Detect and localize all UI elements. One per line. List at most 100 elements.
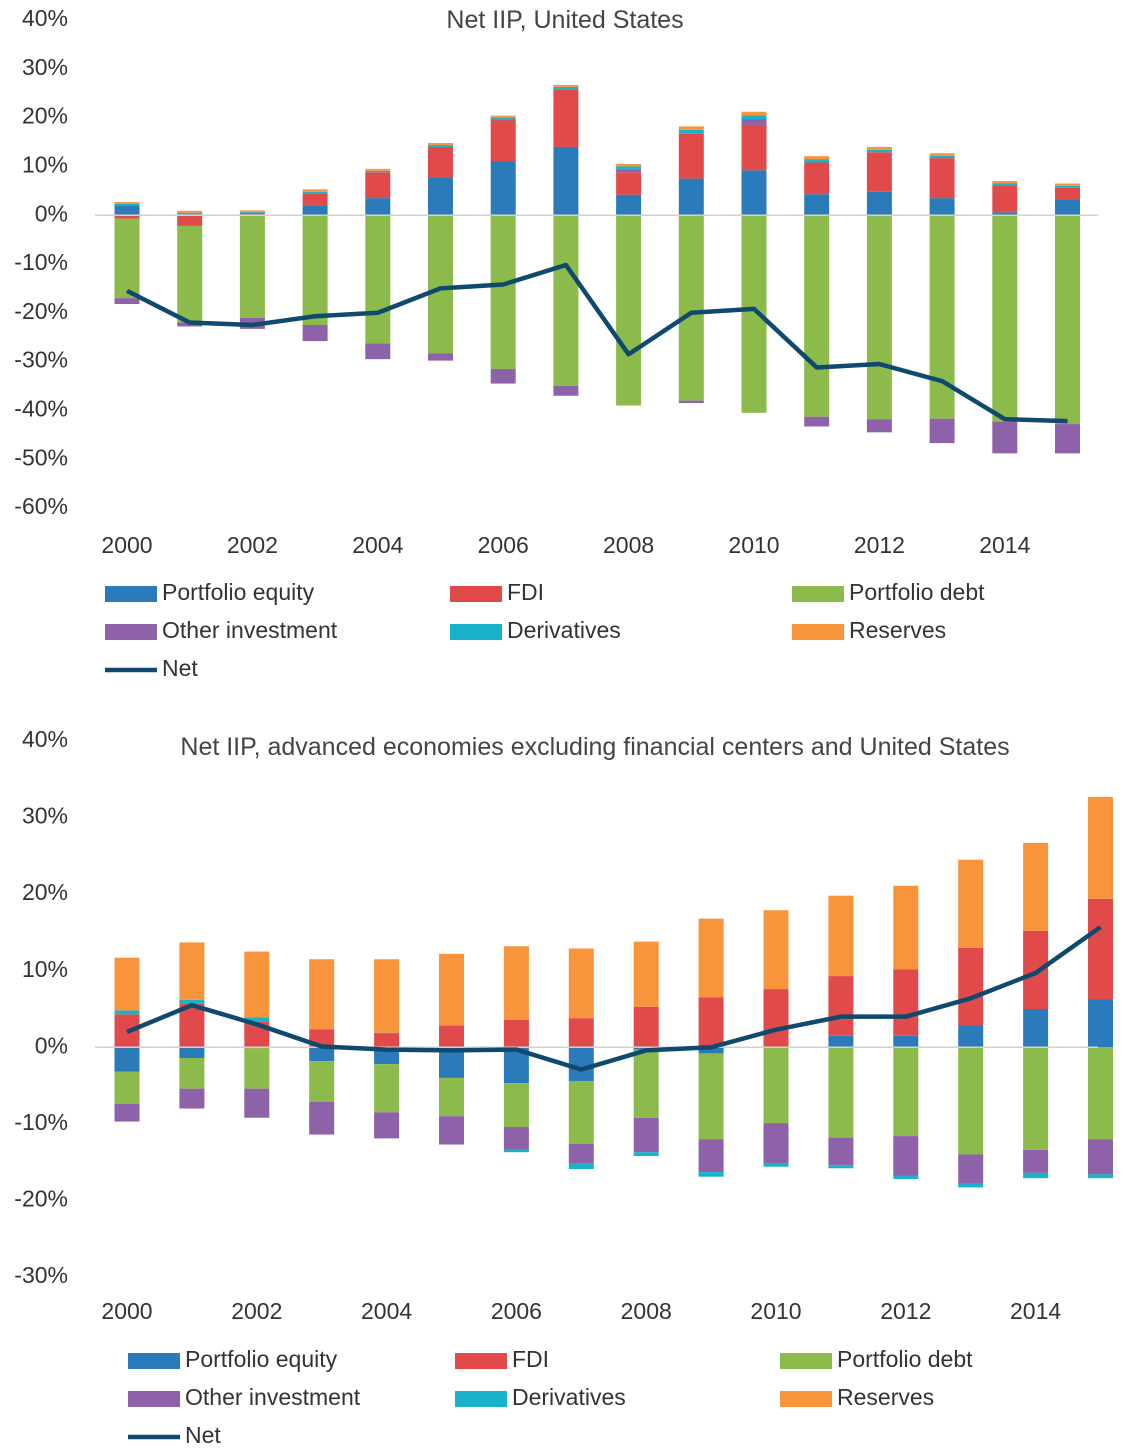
legend-label: Reserves [837,1384,934,1410]
bar-segment [239,212,265,215]
bar-segment [992,183,1018,186]
x-tick-label: 2012 [880,1298,931,1324]
bar-segment [1055,187,1080,200]
bar-segment [992,421,1018,454]
bar-segment [958,859,984,948]
legend-swatch [105,624,157,640]
y-tick-label: 40% [22,5,68,31]
bar-segment [244,951,270,1018]
bar-segment [828,895,854,977]
x-tick-label: 2006 [478,532,529,558]
bar-segment [177,210,203,213]
legend-swatch [780,1391,832,1407]
legend-label: FDI [512,1346,549,1372]
bar-segment [114,1103,140,1122]
bar-segment [1088,1047,1113,1140]
bar-segment [568,1047,594,1081]
bar-segment [678,215,704,401]
bar-segment [309,1101,335,1135]
bar-segment [302,205,328,216]
bar-segment [114,1047,140,1072]
bar-segment [1023,1149,1049,1173]
legend-label: Reserves [849,617,946,643]
bar-segment [698,1047,724,1054]
bar-segment [553,84,579,87]
bar-segment [633,1152,659,1157]
x-tick-label: 2014 [1010,1298,1061,1324]
bar-segment [678,126,704,130]
bar-segment [828,976,854,1036]
legend-swatch [792,586,844,602]
y-tick-label: -10% [14,1109,68,1135]
bar-segment [1055,424,1080,454]
bar-segment [244,1048,270,1089]
bar-segment [428,177,453,216]
bar-segment [616,194,642,216]
bar-segment [866,152,892,192]
bar-segment [490,215,516,369]
y-tick-label: -30% [14,1262,68,1288]
legend-label: Net [185,1422,221,1448]
bar-segment [114,1010,140,1015]
y-tick-label: 10% [22,151,68,177]
bar-segment [866,149,892,153]
bar-segment [992,215,1018,422]
bar-segment [365,170,391,173]
legend-label: Portfolio debt [837,1346,973,1372]
bar-segment [365,168,391,171]
bar-segment [763,1163,789,1167]
bar-segment [568,1080,594,1144]
bar-segment [1055,199,1080,216]
bar-segment [828,1035,854,1048]
bar-segment [503,946,529,1020]
x-tick-label: 2012 [854,532,905,558]
legend-label: Other investment [185,1384,361,1410]
bar-segment [678,178,704,216]
bar-segment [1023,930,1049,1009]
legend-swatch [128,1391,180,1407]
bar-segment [114,203,140,206]
bar-segment [302,191,328,194]
bar-segment [179,999,205,1004]
bar-segment [893,1047,919,1137]
bar-segment [374,1064,400,1113]
bar-segment [1088,796,1113,899]
bar-segment [114,218,140,299]
bar-segment [804,162,830,195]
bar-segment [568,1018,594,1048]
bar-segment [741,124,767,171]
bar-segment [177,225,203,323]
bar-segment [893,885,919,970]
y-tick-label: -30% [14,347,68,373]
bar-segment [374,959,400,1033]
x-tick-label: 2002 [227,532,278,558]
bar-segment [490,161,516,216]
bar-segment [439,1025,464,1048]
legend-swatch [128,1353,180,1369]
chart-title: Net IIP, advanced economies excluding fi… [180,733,1010,761]
bar-segment [503,1126,529,1150]
bar-segment [763,1047,789,1124]
bar-segment [503,1083,529,1127]
bar-segment [633,1049,659,1118]
bar-segment [490,120,516,162]
bar-segment [374,1032,400,1034]
bar-segment [309,959,335,1029]
legend-label: Portfolio equity [162,579,315,605]
bar-segment [763,910,789,990]
bar-segment [553,146,579,216]
bar-segment [365,172,391,199]
net-line [125,262,1068,424]
bar-segment [893,1035,919,1048]
bar-segment [1023,1172,1049,1179]
net-line [126,925,1102,1072]
bar-segment [428,215,453,354]
legend-label: Other investment [162,617,338,643]
bar-segment [568,1143,594,1164]
bar-segment [678,129,704,134]
x-tick-label: 2008 [603,532,654,558]
bar-segment [866,419,892,433]
bar-segment [866,146,892,150]
bar-segment [866,215,892,420]
bar-segment [929,155,955,159]
